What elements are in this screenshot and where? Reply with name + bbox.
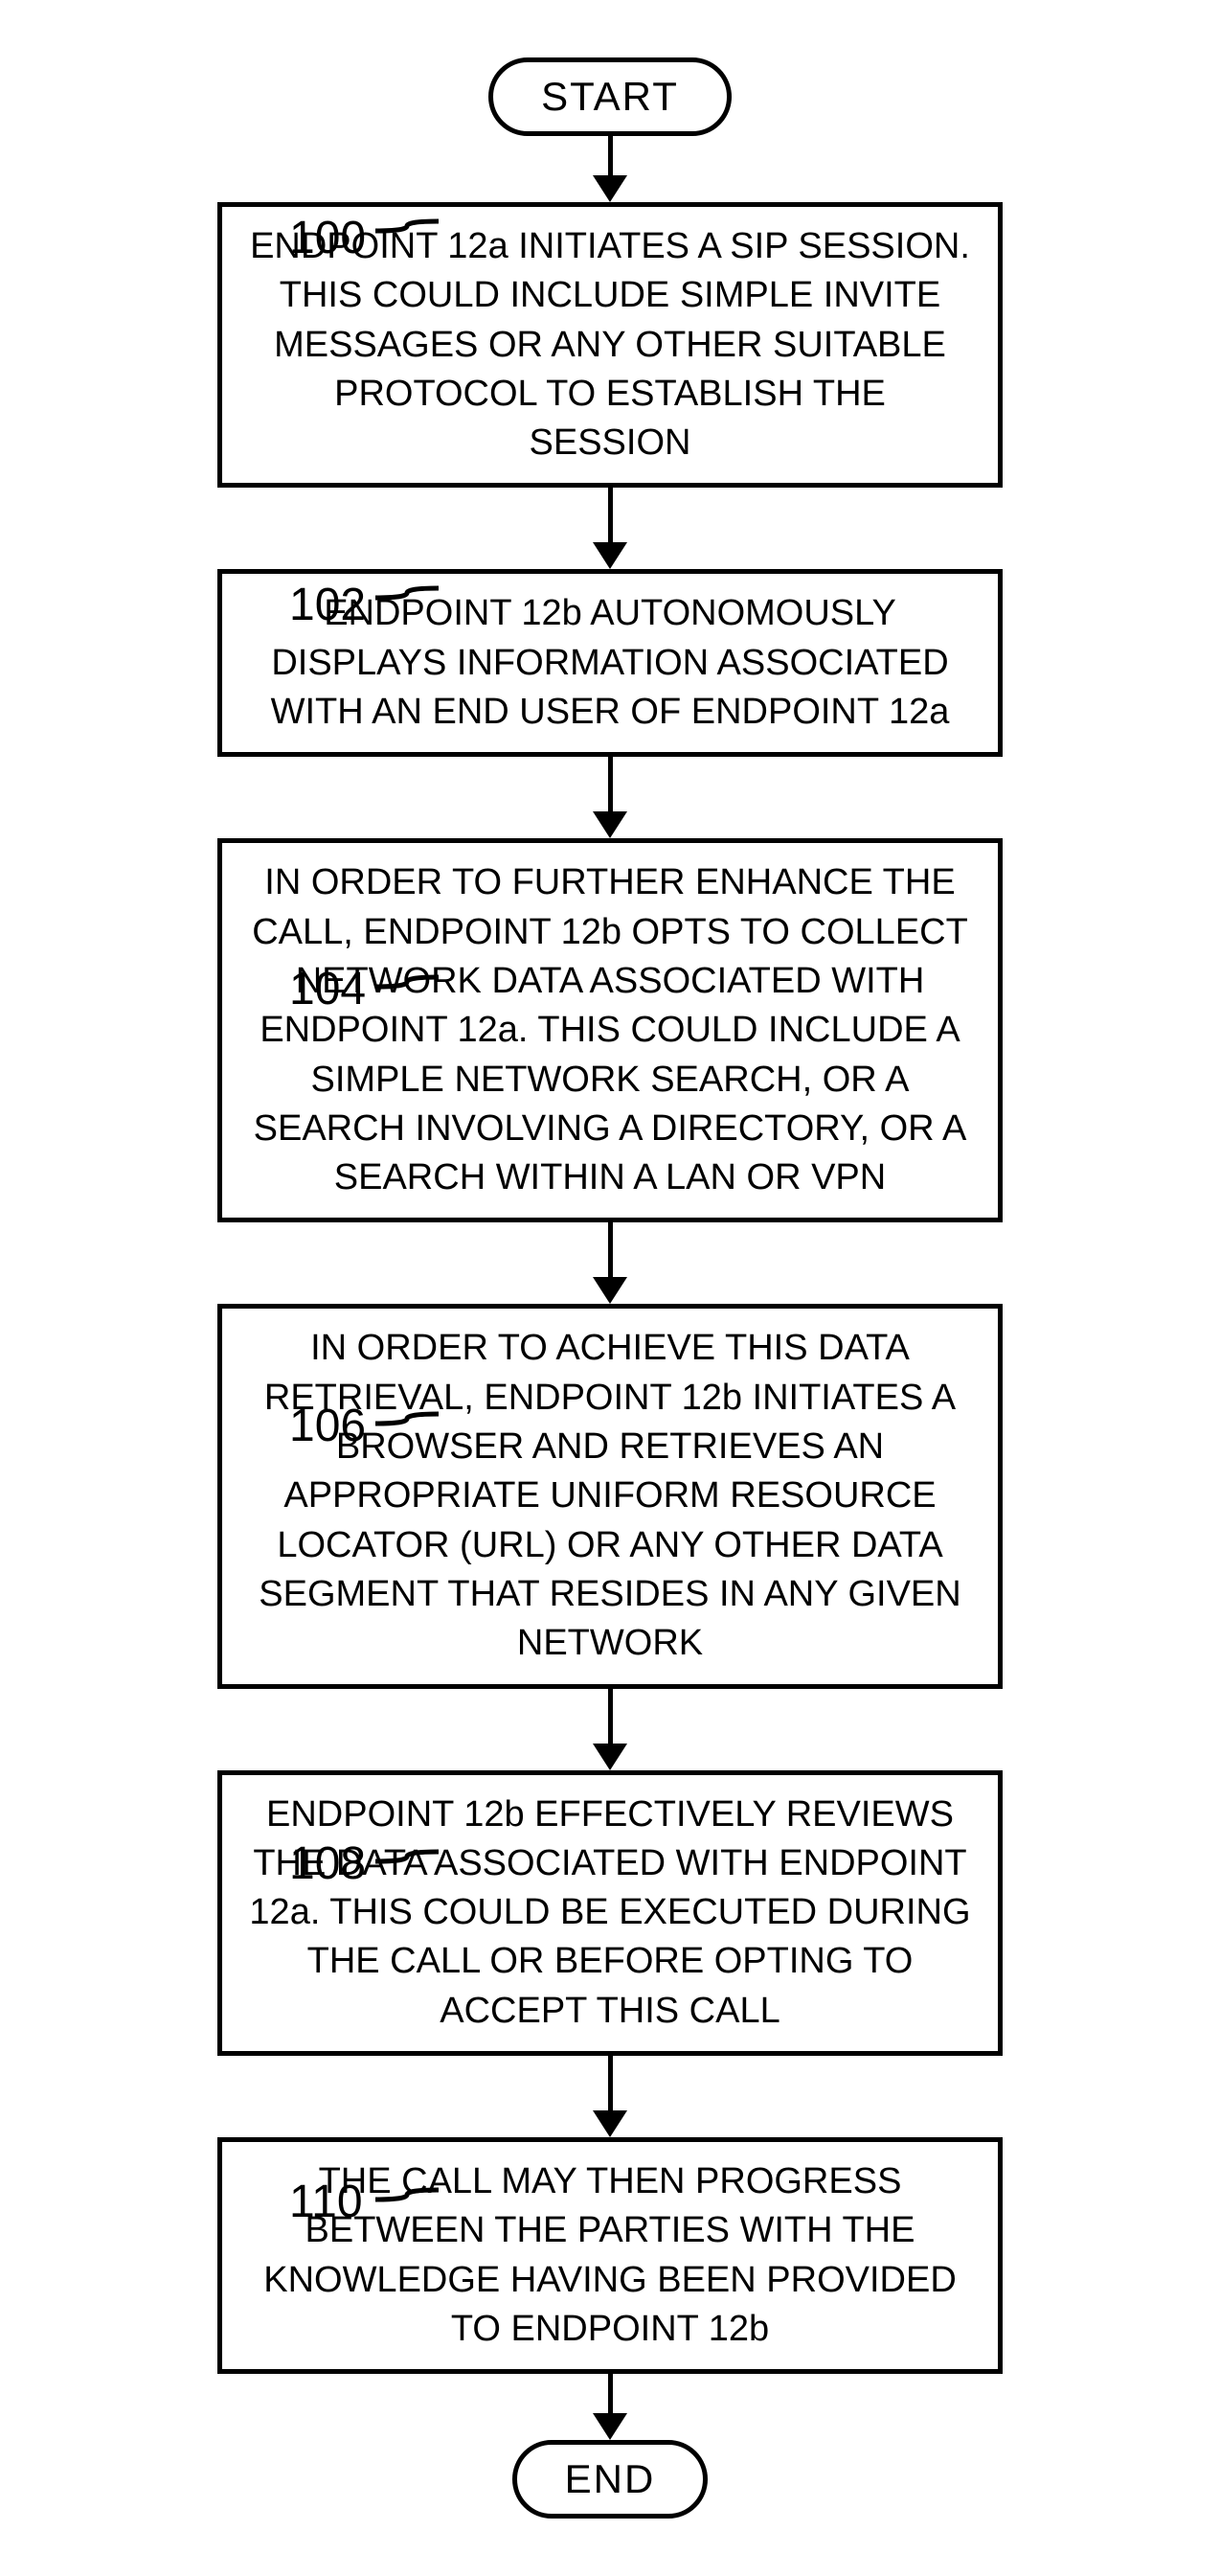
step-box-104: IN ORDER TO FURTHER ENHANCE THE CALL, EN… bbox=[217, 838, 1003, 1222]
end-terminal: END bbox=[512, 2440, 709, 2519]
arrow-after-106 bbox=[217, 1689, 1003, 1770]
start-label: START bbox=[541, 74, 679, 119]
step-row-102: 102ENDPOINT 12b AUTONOMOUSLY DISPLAYS IN… bbox=[217, 569, 1003, 757]
arrow-after-110 bbox=[217, 2374, 1003, 2440]
step-label-110: 110 bbox=[289, 2176, 363, 2228]
step-box-106: IN ORDER TO ACHIEVE THIS DATA RETRIEVAL,… bbox=[217, 1304, 1003, 1688]
step-box-110: THE CALL MAY THEN PROGRESS BETWEEN THE P… bbox=[217, 2137, 1003, 2374]
connector-108 bbox=[375, 1770, 439, 1890]
step-label-102: 102 bbox=[289, 579, 366, 631]
step-row-106: 106IN ORDER TO ACHIEVE THIS DATA RETRIEV… bbox=[217, 1304, 1003, 1688]
arrow-after-104 bbox=[217, 1222, 1003, 1304]
end-label: END bbox=[565, 2456, 656, 2501]
step-row-100: 100ENDPOINT 12a INITIATES A SIP SESSION.… bbox=[217, 202, 1003, 488]
arrow-after-108 bbox=[217, 2056, 1003, 2137]
arrow-after-100 bbox=[217, 488, 1003, 569]
connector-100 bbox=[375, 202, 439, 260]
arrow-start bbox=[593, 136, 627, 202]
step-box-108: ENDPOINT 12b EFFECTIVELY REVIEWS THE DAT… bbox=[217, 1770, 1003, 2056]
step-label-108: 108 bbox=[289, 1837, 366, 1890]
flowchart-container: START 100ENDPOINT 12a INITIATES A SIP SE… bbox=[0, 57, 1220, 2519]
connector-110 bbox=[375, 2137, 439, 2228]
step-label-100: 100 bbox=[289, 212, 366, 264]
step-row-108: 108ENDPOINT 12b EFFECTIVELY REVIEWS THE … bbox=[217, 1770, 1003, 2056]
step-label-106: 106 bbox=[289, 1400, 366, 1452]
step-label-104: 104 bbox=[289, 963, 366, 1015]
arrow-after-102 bbox=[217, 757, 1003, 838]
connector-104 bbox=[375, 838, 439, 1015]
connector-102 bbox=[375, 569, 439, 627]
step-row-110: 110THE CALL MAY THEN PROGRESS BETWEEN TH… bbox=[217, 2137, 1003, 2374]
step-row-104: 104IN ORDER TO FURTHER ENHANCE THE CALL,… bbox=[217, 838, 1003, 1222]
connector-106 bbox=[375, 1304, 439, 1452]
start-terminal: START bbox=[488, 57, 732, 136]
